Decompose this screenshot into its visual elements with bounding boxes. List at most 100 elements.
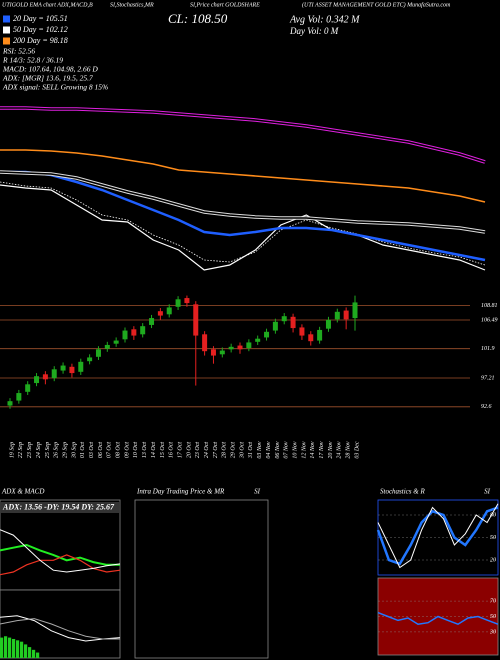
panel-subtitle: SI — [254, 488, 261, 496]
y-tick-label: 92.6 — [481, 404, 492, 410]
series-line — [0, 170, 486, 262]
header-text: SI,Stochastics,MR — [110, 2, 154, 8]
indicator-text: RSI: 52.56 — [2, 47, 35, 56]
candle-body — [42, 374, 48, 380]
legend-swatch — [3, 26, 10, 34]
x-tick-label: 29 Sep — [62, 442, 68, 458]
candle-body — [272, 321, 278, 331]
x-tick-label: 09 Oct — [124, 442, 130, 458]
candle-body — [69, 366, 75, 374]
candle-body — [255, 338, 261, 342]
histogram-bar — [4, 636, 8, 658]
series-line — [0, 108, 485, 162]
x-tick-label: 03 Dec — [354, 441, 360, 458]
header-text: SI,Price chart GOLDSHARE — [190, 2, 260, 8]
x-tick-label: 03 Oct — [89, 442, 95, 458]
candle-body — [193, 304, 199, 336]
x-tick-label: 20 Nov — [328, 441, 334, 459]
x-tick-label: 10 Nov — [292, 441, 298, 459]
x-tick-label: 26 Sep — [54, 442, 60, 458]
candle-body — [113, 340, 119, 344]
candle-body — [25, 384, 31, 392]
legend-label: 200 Day = 98.18 — [13, 36, 68, 45]
indicator-text: ADX: [MGR] 13.6, 19.5, 25.7 — [2, 74, 93, 83]
y-tick-label: 30 — [489, 629, 496, 635]
y-tick-label: 70 — [490, 598, 496, 604]
x-tick-label: 14 Nov — [309, 441, 316, 459]
indicator-text: MACD: 107.64, 104.98, 2.66 D — [2, 65, 98, 74]
histogram-bar — [0, 637, 4, 658]
histogram-bar — [24, 644, 28, 658]
x-tick-label: 27 Oct — [213, 442, 219, 458]
indicator-text: ADX signal: SELL Growing 8 15% — [2, 83, 108, 92]
candle-body — [219, 350, 225, 355]
panel — [134, 499, 269, 659]
series-line — [0, 184, 486, 271]
x-tick-label: 28 Nov — [346, 441, 352, 459]
series-line-core — [0, 107, 486, 163]
candle-body — [78, 361, 84, 372]
candle-body — [228, 346, 234, 350]
candle-body — [7, 401, 13, 406]
candle-body — [122, 330, 128, 340]
series-line — [0, 181, 486, 266]
candle-body — [246, 342, 252, 349]
avg-volume: Avg Vol: 0.342 M — [289, 14, 360, 25]
candle-body — [352, 302, 358, 319]
panel-title: ADX & MACD — [1, 488, 44, 496]
close-price: CL: 108.50 — [168, 11, 228, 26]
candle-body — [281, 316, 287, 322]
histogram-bar — [36, 652, 40, 658]
legend-swatch — [3, 15, 10, 23]
legend-label: 20 Day = 105.51 — [13, 14, 68, 23]
candle-body — [308, 334, 314, 342]
y-tick-label: 106.49 — [481, 316, 498, 323]
series-line — [0, 615, 121, 642]
x-tick-label: 23 Sep — [27, 442, 33, 458]
series-line-outline — [0, 106, 486, 164]
candle-body — [175, 299, 181, 307]
y-tick-label: 101.9 — [481, 346, 495, 352]
x-tick-label: 08 Oct — [116, 442, 122, 458]
candle-body — [131, 329, 137, 336]
x-tick-label: 01 Oct — [80, 442, 86, 458]
indicator-text: R 14/3: 52.8 / 36.19 — [2, 56, 63, 65]
x-tick-label: 06 Nov — [275, 441, 281, 459]
x-tick-label: 25 Sep — [45, 442, 51, 458]
candle-body — [210, 349, 216, 356]
panel — [0, 499, 121, 591]
panel-subtitle: SI — [484, 488, 491, 496]
x-tick-label: 30 Sep — [71, 442, 77, 459]
candle-body — [34, 376, 40, 384]
day-volume: Day Vol: 0 M — [289, 26, 339, 36]
candle-body — [202, 334, 208, 352]
legend-swatch — [3, 37, 10, 45]
series-line — [0, 554, 121, 576]
panel-title: Intra Day Trading Price & MR — [136, 488, 225, 496]
candle-body — [264, 331, 270, 338]
candle-body — [317, 329, 323, 341]
x-tick-label: 14 Oct — [150, 442, 157, 458]
panel-title: Stochastics & R — [380, 488, 425, 496]
x-tick-label: 17 Nov — [319, 441, 325, 459]
x-tick-label: 06 Oct — [98, 442, 104, 458]
series-line — [377, 611, 499, 626]
x-tick-label: 03 Nov — [257, 441, 263, 459]
x-tick-label: 29 Oct — [231, 442, 237, 458]
y-tick-label: 80 — [490, 512, 496, 518]
series-line — [377, 503, 499, 569]
y-tick-label: 108.81 — [481, 303, 498, 309]
y-tick-label: 50 — [490, 535, 496, 541]
y-tick-label: 97.21 — [481, 375, 495, 381]
panel-subtitle: ADX: 13.56 -DY: 19.54 DY: 25.67 — [2, 502, 115, 511]
header-text: (UTI ASSET MANAGEMENT GOLD ETC) MunafaSu… — [302, 1, 451, 8]
x-tick-label: 12 Nov — [301, 441, 307, 459]
histogram-bar — [8, 637, 12, 658]
x-tick-label: 19 Sep — [9, 442, 15, 458]
x-tick-label: 28 Oct — [222, 442, 228, 458]
x-tick-label: 10 Oct — [133, 442, 139, 458]
x-tick-label: 24 Sep — [35, 442, 42, 458]
histogram-bar — [20, 641, 24, 658]
x-tick-label: 22 Sep — [18, 442, 24, 458]
candle-body — [325, 319, 331, 329]
